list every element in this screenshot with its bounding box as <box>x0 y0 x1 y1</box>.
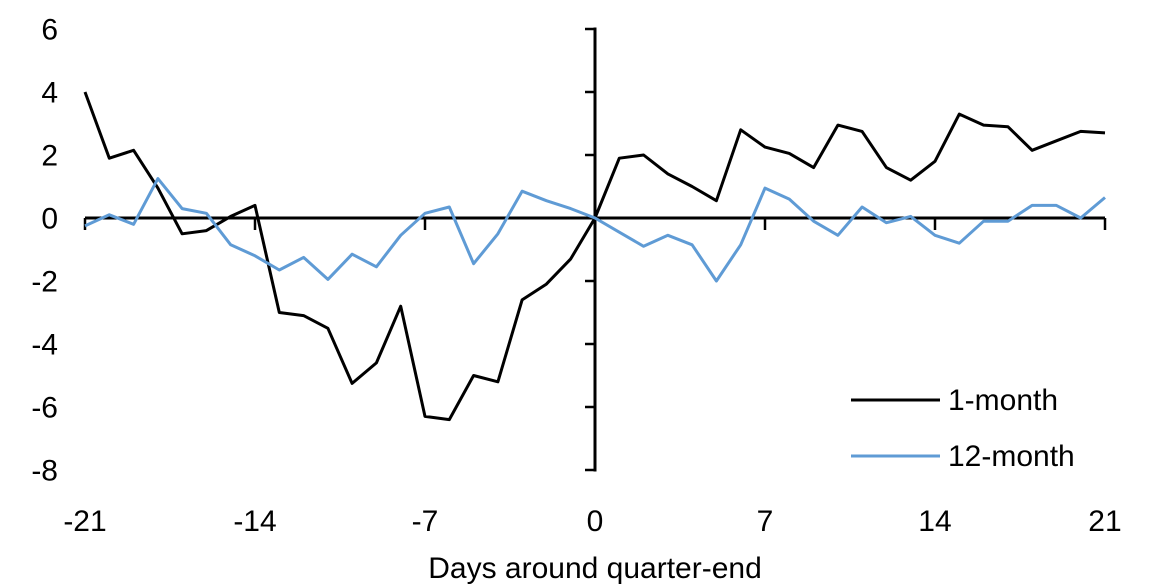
x-axis-title: Days around quarter-end <box>428 552 762 584</box>
x-tick-label: -21 <box>63 505 106 538</box>
y-tick-label: 6 <box>41 14 58 47</box>
y-tick-label: 0 <box>41 203 58 236</box>
x-tick-label: -14 <box>233 505 276 538</box>
series-line-12-month <box>84 177 1106 283</box>
tick-label-layer: -21 -14 -7 0 7 14 21 -8 -6 -4 -2 0 2 4 6 <box>31 14 1121 539</box>
x-tick-label: 7 <box>757 505 774 538</box>
y-tick-label: -2 <box>31 266 58 299</box>
y-tick-label: -8 <box>31 455 58 488</box>
y-tick-label: -6 <box>31 392 58 425</box>
x-tick-label: 21 <box>1088 505 1121 538</box>
y-tick-label: 4 <box>41 77 58 110</box>
y-tick-label: 2 <box>41 140 58 173</box>
legend-label-1-month: 1-month <box>948 384 1058 417</box>
tick-layer <box>83 27 1107 472</box>
legend-label-12-month: 12-month <box>948 440 1075 473</box>
x-tick-label: 0 <box>587 505 604 538</box>
y-tick-label: -4 <box>31 329 58 362</box>
series-layer <box>83 91 1106 422</box>
x-tick-label: -7 <box>412 505 439 538</box>
x-tick-label: 14 <box>918 505 951 538</box>
legend: 1-month 12-month <box>851 384 1075 473</box>
